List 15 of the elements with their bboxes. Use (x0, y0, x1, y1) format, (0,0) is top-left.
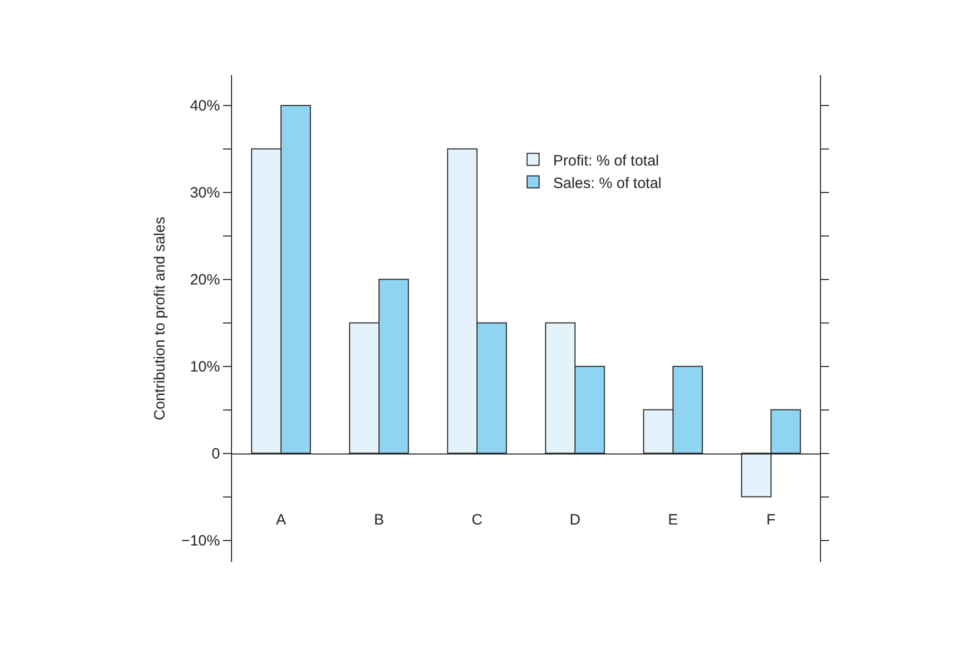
y-tick-label: 0 (212, 446, 220, 463)
y-tick-label: 30% (190, 184, 220, 202)
x-tick-label: C (472, 511, 483, 528)
y-axis-title: Contribution to profit and sales (151, 216, 168, 420)
legend-label: Profit: % of total (553, 152, 660, 170)
x-tick-label: E (668, 511, 678, 528)
y-tick-label: 10% (190, 358, 220, 376)
x-tick-label: F (766, 511, 776, 528)
x-tick-label: B (374, 511, 384, 528)
legend-label: Sales: % of total (553, 174, 662, 192)
x-tick-label: D (570, 511, 581, 528)
x-tick-label: A (276, 511, 286, 528)
y-tick-label: 40% (190, 98, 220, 115)
y-tick-label: −10% (181, 532, 220, 550)
y-tick-label: 20% (190, 272, 220, 289)
